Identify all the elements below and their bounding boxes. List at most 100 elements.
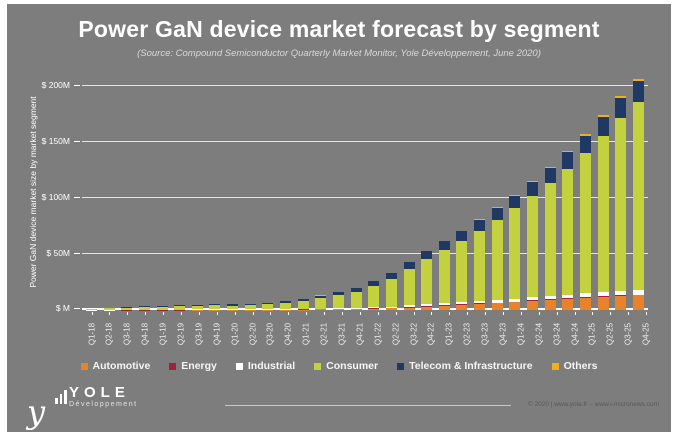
segment-consumer [579,153,591,294]
segment-telecom-infrastructure [615,97,627,118]
x-tick-mark [252,312,254,315]
yole-logo-name: YOLE [69,384,130,401]
x-tick-label: Q1-22 [373,322,383,346]
segment-industrial [579,293,591,298]
segment-consumer [544,183,556,296]
legend-swatch-telecom-infrastructure [397,362,405,370]
segment-industrial [562,294,574,299]
x-tick-label: Q4-24 [570,322,580,346]
x-tick-mark [520,312,522,315]
x-tick-mark [502,312,504,315]
bar-q4-18 [138,306,150,310]
bar-q1-20 [227,304,239,310]
segment-energy [562,298,574,300]
segment-industrial [615,291,627,296]
x-tick-mark [270,312,272,315]
segment-telecom-infrastructure [562,152,574,169]
x-tick-q4-18: Q4-18 [140,312,151,358]
segment-consumer [368,285,380,308]
segment-telecom-infrastructure [544,168,556,184]
segment-telecom-infrastructure [191,304,203,306]
bar-q3-24 [544,166,556,310]
x-tick-mark [592,312,594,315]
x-tick-q4-24: Q4-24 [569,312,580,358]
x-tick-label: Q1-23 [444,322,454,346]
segment-consumer [262,304,274,310]
segment-industrial [509,298,521,302]
segment-industrial [368,307,380,309]
x-tick-q2-25: Q2-25 [605,312,616,358]
segment-others [491,207,503,209]
segment-consumer [474,230,486,301]
segment-consumer [403,269,415,306]
x-tick-q4-19: Q4-19 [211,312,222,358]
segment-telecom-infrastructure [491,208,503,220]
segment-consumer [174,306,186,310]
segment-industrial [632,290,644,295]
segment-consumer [597,135,609,292]
x-tick-mark [359,312,361,315]
segment-telecom-infrastructure [421,251,433,260]
y-tick-label: $ 200M [41,80,70,90]
segment-others [579,134,591,136]
segment-consumer [456,240,468,302]
x-tick-mark [198,312,200,315]
x-tick-q2-21: Q2-21 [319,312,330,358]
legend-label: Industrial [247,360,296,372]
bars-container [82,79,648,310]
segment-others [474,219,486,221]
segment-industrial [350,307,362,309]
x-tick-label: Q1-21 [301,322,311,346]
segment-others [438,240,450,242]
yole-logo-bars-icon [55,390,67,404]
bar-q1-25 [579,134,591,310]
footer-copyright: © 2020 | www.yole.fr – www.i-micronews.c… [527,401,659,408]
x-tick-mark [556,312,558,315]
segment-consumer [280,302,292,310]
yole-logo-y-glyph: y [27,393,46,431]
segment-telecom-infrastructure [138,306,150,308]
legend-item-telecom-infrastructure: Telecom & Infrastructure [397,360,533,372]
y-tick-mark [74,197,80,198]
x-tick-mark [646,312,648,315]
gridline-100m: $ 100M [42,192,648,202]
x-tick-mark [628,312,630,315]
segment-industrial [332,308,344,309]
x-tick-label: Q4-18 [140,322,150,346]
segment-others [421,250,433,252]
segment-industrial [385,306,397,308]
segment-automotive [438,305,450,310]
segment-consumer [138,307,150,310]
legend-label: Consumer [326,360,379,372]
x-tick-q1-18: Q1-18 [86,312,97,358]
x-tick-label: Q2-21 [319,322,329,346]
x-tick-q3-23: Q3-23 [480,312,491,358]
bar-q2-23 [456,230,468,310]
segment-telecom-infrastructure [121,307,133,308]
x-tick-q4-22: Q4-22 [426,312,437,358]
segment-others [456,230,468,232]
bar-q2-21 [315,295,327,310]
x-tick-label: Q4-25 [641,322,651,346]
x-tick-q2-22: Q2-22 [390,312,401,358]
x-tick-label: Q2-24 [534,322,544,346]
x-tick-q3-18: Q3-18 [122,312,133,358]
segment-industrial [438,303,450,306]
segment-telecom-infrastructure [174,305,186,307]
x-tick-label: Q2-20 [248,322,258,346]
segment-consumer [156,306,168,310]
segment-telecom-infrastructure [297,298,309,302]
bar-q2-20 [244,303,256,310]
x-tick-label: Q4-21 [355,322,365,346]
y-tick-mark [74,141,80,142]
segment-consumer [244,304,256,310]
segment-energy [527,300,539,302]
segment-consumer [632,101,644,291]
legend-item-others: Others [551,360,597,372]
y-tick-label: $ M [55,303,70,313]
segment-telecom-infrastructure [156,305,168,307]
y-tick-label: $ 100M [41,192,70,202]
bar-q2-24 [527,181,539,310]
segment-telecom-infrastructure [527,182,539,197]
x-tick-label: Q3-18 [122,322,132,346]
